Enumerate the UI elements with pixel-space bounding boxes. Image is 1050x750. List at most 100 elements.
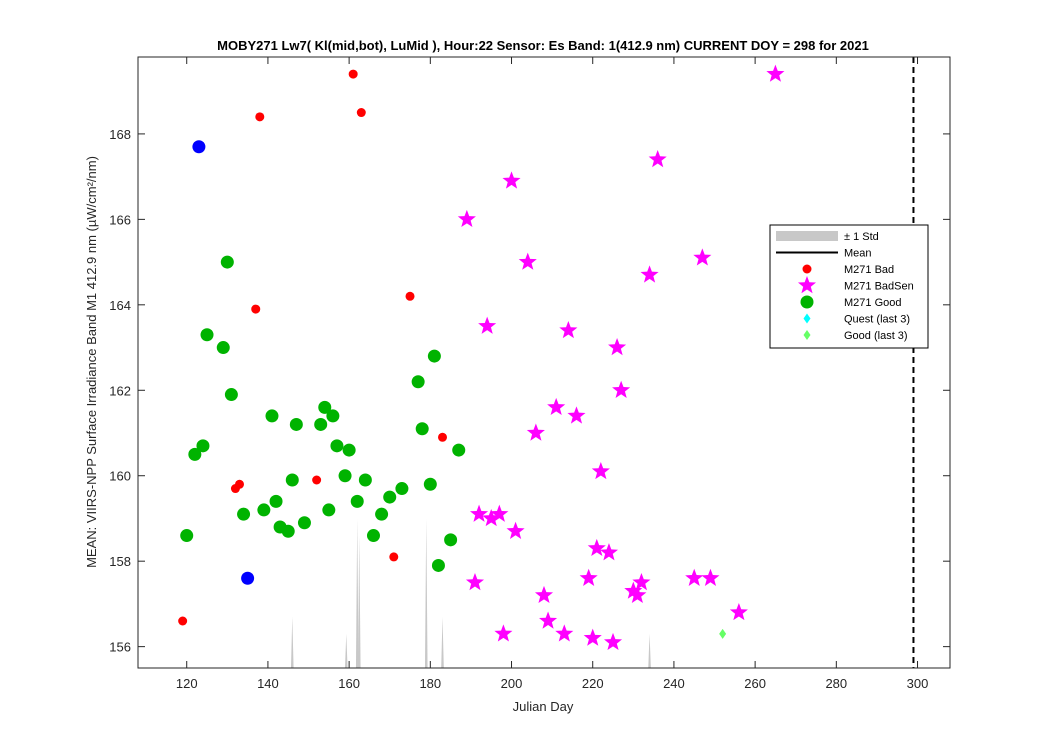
y-tick-label-166: 166 (109, 212, 131, 227)
series-good (180, 255, 466, 572)
legend-marker-good (800, 295, 814, 309)
point-badsen-3 (478, 316, 497, 334)
point-good-8 (257, 503, 271, 517)
std-spike-4 (424, 518, 428, 668)
point-badsen-27 (632, 573, 651, 591)
point-badsen-8 (506, 521, 525, 539)
point-bad-0 (178, 616, 188, 626)
point-good-3 (200, 328, 214, 342)
point-badsen-20 (591, 461, 610, 480)
point-badsen-10 (526, 423, 545, 441)
point-badsen-12 (539, 611, 558, 629)
point-badsen-23 (608, 338, 627, 356)
x-tick-label-300: 300 (907, 676, 929, 691)
series-badsen (457, 64, 785, 651)
point-good-30 (415, 422, 429, 436)
legend-marker-quest (803, 313, 811, 324)
point-good-7 (237, 507, 251, 521)
point-blue-0 (192, 140, 206, 154)
x-tick-label-160: 160 (338, 676, 360, 691)
point-badsen-2 (470, 504, 489, 522)
y-tick-label-162: 162 (109, 383, 131, 398)
series-good_last3 (719, 628, 727, 639)
point-good-34 (444, 533, 458, 547)
axes-box (137, 56, 951, 669)
legend-marker-bad (802, 264, 812, 274)
point-badsen-28 (640, 265, 659, 283)
point-badsen-5 (490, 504, 509, 522)
point-badsen-13 (547, 397, 566, 416)
legend-box (769, 224, 929, 349)
point-good-26 (375, 507, 389, 521)
x-tick-label-200: 200 (501, 676, 523, 691)
point-good-20 (330, 439, 344, 453)
x-axis-ticks: 120 140 160 180 200 220 240 260 280 300 (176, 57, 929, 691)
point-good-6 (224, 388, 238, 402)
point-bad-4 (255, 112, 265, 122)
point-badsen-4 (482, 508, 501, 527)
point-good-19 (326, 409, 340, 423)
point-good-17 (318, 400, 332, 414)
legend-entry-quest: Quest (last 3) (844, 314, 910, 326)
point-good-10 (269, 494, 283, 508)
point-good-22 (342, 443, 356, 457)
point-good_last3-0 (719, 628, 727, 639)
x-tick-label-260: 260 (744, 676, 766, 691)
std-spike-6 (648, 633, 651, 668)
legend-std-patch (776, 231, 838, 241)
point-badsen-16 (567, 406, 586, 424)
point-badsen-22 (603, 632, 623, 651)
y-tick-label-168: 168 (109, 127, 131, 142)
point-badsen-19 (587, 538, 606, 557)
point-bad-8 (389, 552, 399, 562)
point-bad-10 (438, 432, 447, 442)
point-badsen-21 (599, 543, 618, 561)
legend-entry-good_last3: Good (last 3) (844, 330, 908, 342)
point-bad-9 (405, 291, 415, 301)
y-tick-label-158: 158 (109, 554, 131, 569)
point-badsen-17 (579, 568, 598, 586)
x-tick-label-140: 140 (257, 676, 279, 691)
chart-title: MOBY271 Lw7( Kl(mid,bot), LuMid ), Hour:… (217, 38, 869, 53)
point-good-9 (265, 409, 279, 423)
point-good-2 (196, 439, 210, 453)
point-badsen-6 (494, 624, 513, 642)
plot-background (138, 57, 950, 668)
y-tick-label-160: 160 (109, 469, 131, 484)
point-badsen-33 (729, 602, 748, 621)
std-spike-2 (355, 518, 359, 668)
point-good-29 (411, 375, 425, 389)
point-good-1 (188, 447, 202, 461)
point-badsen-1 (465, 573, 485, 591)
point-badsen-34 (766, 64, 785, 82)
x-tick-label-180: 180 (419, 676, 441, 691)
point-badsen-18 (583, 628, 602, 646)
x-tick-label-120: 120 (176, 676, 198, 691)
point-bad-2 (235, 479, 244, 489)
y-axis-label: MEAN: VIIRS-NPP Surface Irradiance Band … (84, 156, 99, 568)
legend-entry-line: Mean (844, 248, 872, 260)
point-good-4 (216, 341, 230, 355)
point-good-18 (322, 503, 336, 517)
legend-entry-bad: M271 Bad (844, 264, 894, 276)
point-badsen-29 (648, 150, 667, 168)
plot-area (137, 56, 951, 669)
point-badsen-11 (534, 585, 554, 604)
point-good-21 (338, 469, 352, 483)
point-good-14 (289, 417, 303, 431)
point-good-31 (423, 477, 437, 491)
point-badsen-7 (502, 171, 521, 189)
point-good-23 (350, 494, 364, 508)
legend-marker-badsen (797, 276, 817, 294)
std-spike-1 (344, 633, 348, 668)
data-series (178, 64, 785, 651)
point-badsen-9 (518, 252, 537, 270)
point-good-13 (285, 473, 299, 487)
legend-entry-patch: ± 1 Std (844, 231, 879, 243)
point-good-16 (314, 417, 328, 431)
point-bad-3 (251, 304, 261, 314)
point-good-0 (180, 529, 194, 543)
point-bad-7 (356, 108, 366, 118)
x-axis-label: Julian Day (513, 699, 574, 714)
